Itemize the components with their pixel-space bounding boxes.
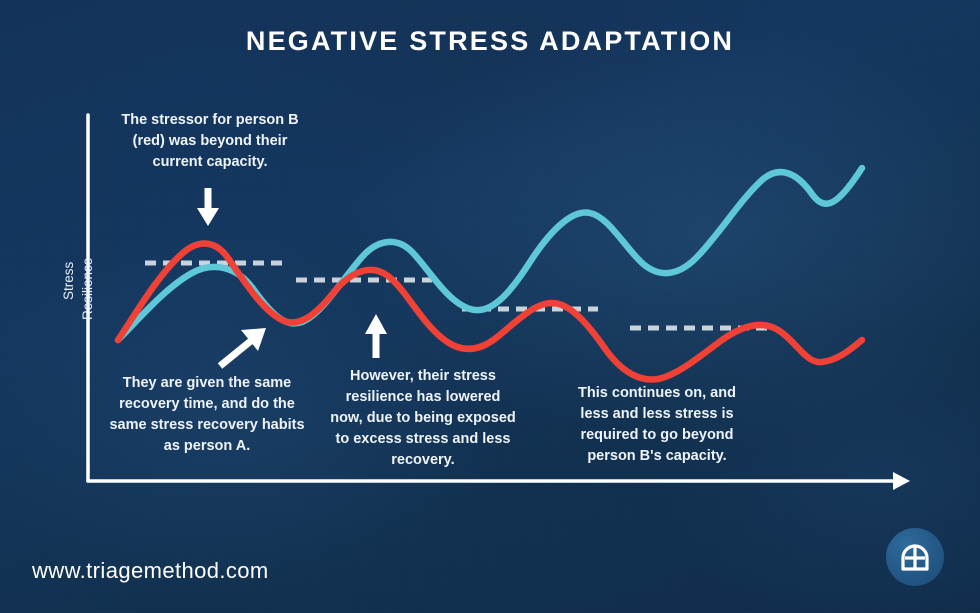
logo-glyph-icon: [901, 544, 929, 571]
annotation-note-3: However, their stress resilience has low…: [330, 368, 516, 468]
triage-method-logo[interactable]: [886, 528, 944, 586]
annotation-note-4: This continues on, and less and less str…: [578, 385, 736, 464]
arrow-down-icon: [197, 188, 219, 226]
y-axis-label-stress: Stress: [61, 261, 76, 300]
y-axis-label-resilience: Resilience: [80, 257, 95, 320]
arrow-up-right-icon: [217, 328, 266, 369]
series-person-b: [114, 240, 866, 383]
annotation-note-1: The stressor for person B (red) was beyo…: [121, 112, 299, 170]
annotation-arrows: [197, 188, 387, 369]
annotation-note-2: They are given the same recovery time, a…: [109, 375, 305, 454]
chart-axes: [86, 113, 910, 490]
arrow-up-icon: [365, 314, 387, 358]
x-axis-arrowhead: [893, 472, 910, 490]
series-person-a: [114, 164, 866, 344]
page-title: NEGATIVE STRESS ADAPTATION: [245, 26, 735, 56]
website-url[interactable]: www.triagemethod.com: [32, 558, 269, 583]
